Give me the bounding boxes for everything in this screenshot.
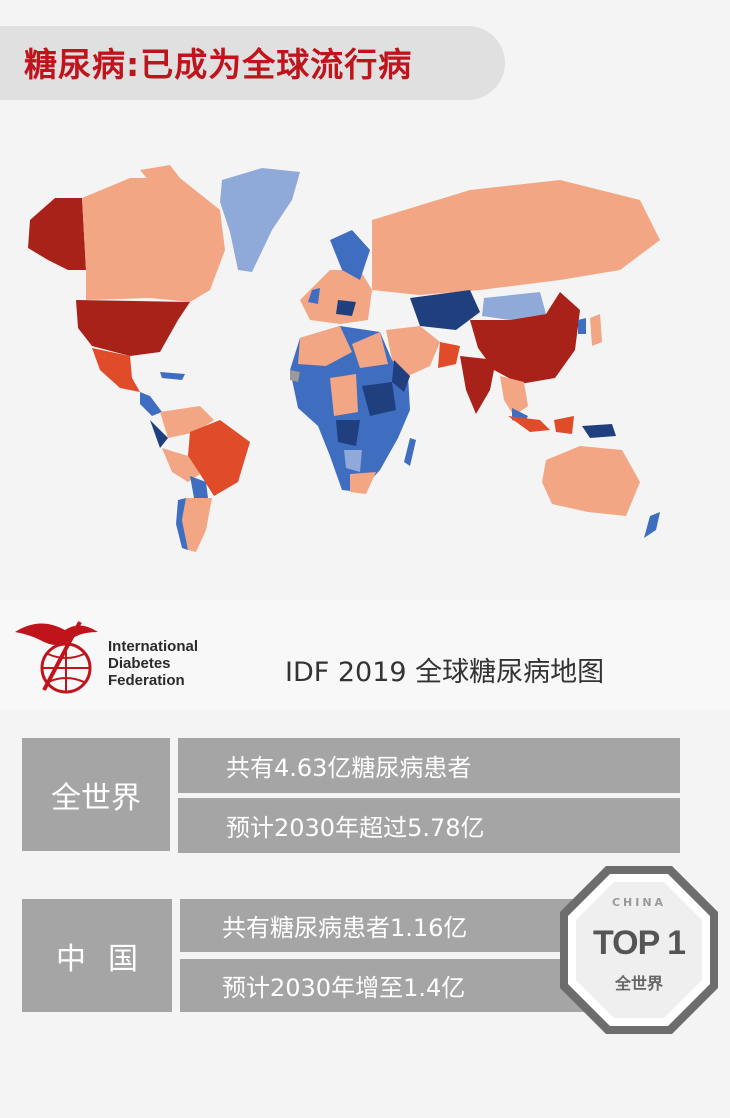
logo-line-1: International [108, 638, 199, 655]
top1-badge: CHINA TOP 1 全世界 [556, 862, 722, 1038]
world-forecast-bar: 预计2030年超过5.78亿 [178, 798, 680, 853]
world-map [0, 120, 730, 600]
page-title: 糖尿病:已成为全球流行病 [24, 45, 413, 84]
world-patients-bar: 共有4.63亿糖尿病患者 [178, 738, 680, 793]
map-caption: IDF 2019 全球糖尿病地图 [285, 657, 605, 688]
logo-line-2: Diabetes [108, 655, 171, 672]
badge-main-text: TOP 1 [592, 924, 686, 962]
world-label: 全世界 [22, 738, 170, 851]
world-map-icon [28, 165, 660, 552]
logo-section: International Diabetes Federation IDF 20… [0, 600, 730, 710]
title-banner: 糖尿病:已成为全球流行病 [0, 26, 505, 100]
badge-top-text: CHINA [611, 896, 667, 909]
world-stats-panel: 全世界 共有4.63亿糖尿病患者 预计2030年超过5.78亿 [0, 730, 730, 860]
logo-line-3: Federation [108, 672, 185, 689]
china-label: 中国 [22, 899, 172, 1012]
idf-hummingbird-globe-logo-icon [15, 621, 98, 694]
china-stats-panel: 中国 共有糖尿病患者1.16亿 预计2030年增至1.4亿 [0, 885, 730, 1025]
china-forecast-bar: 预计2030年增至1.4亿 [180, 959, 600, 1012]
badge-bottom-text: 全世界 [614, 974, 663, 993]
china-patients-bar: 共有糖尿病患者1.16亿 [180, 899, 600, 952]
octagon-badge-icon [560, 866, 718, 1034]
idf-logo-text: International Diabetes Federation [108, 638, 198, 689]
